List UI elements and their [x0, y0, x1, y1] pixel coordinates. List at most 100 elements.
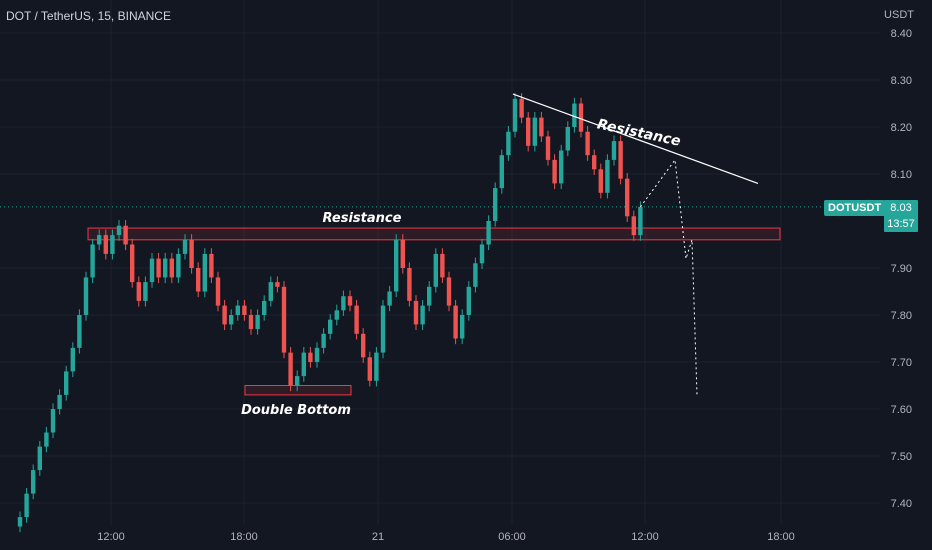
resistance-trendline [512, 93, 759, 184]
candle-body [512, 98, 518, 132]
candle-body [592, 155, 597, 170]
candle-body [479, 244, 485, 264]
candle-body [116, 225, 122, 236]
resistance-flat-label: Resistance [323, 211, 402, 226]
double-bottom-label: Double Bottom [241, 403, 351, 418]
candle-body [103, 235, 108, 254]
x-tick-label: 18:00 [230, 531, 258, 543]
candle-body [638, 206, 643, 236]
candle-body [248, 315, 254, 330]
y-tick-label: 7.50 [891, 451, 912, 463]
candle-body [328, 319, 333, 334]
candle-body [526, 117, 531, 146]
candle-body [90, 244, 95, 278]
candle-body [400, 239, 405, 268]
candle-body [235, 305, 240, 315]
y-tick-label: 8.30 [891, 75, 912, 87]
candle-body [110, 235, 115, 254]
candle-body [440, 253, 445, 278]
candle-body [24, 493, 29, 518]
candle-body [156, 258, 161, 278]
y-tick-label: 7.60 [891, 404, 912, 416]
candle-body [163, 258, 168, 278]
candle-body [532, 117, 537, 146]
candle-body [77, 315, 82, 348]
candle-body [367, 357, 372, 381]
candle-body [611, 141, 617, 160]
currency-label: USDT [884, 9, 914, 21]
y-tick-label: 7.80 [891, 310, 912, 322]
candle-body [354, 305, 359, 334]
candle-body [202, 253, 207, 292]
resistance-trend-label: Resistance [596, 116, 682, 149]
candle-body [565, 127, 570, 151]
drawings [512, 93, 759, 395]
candle-body [268, 282, 273, 301]
x-tick-label: 18:00 [767, 531, 795, 543]
y-tick-label: 7.40 [891, 498, 912, 510]
candle-body [242, 305, 247, 315]
candle-body [394, 239, 399, 292]
candle-body [262, 300, 267, 315]
candle-body [446, 277, 452, 306]
candle-body [295, 376, 300, 386]
candle-body [149, 258, 155, 283]
candles [17, 93, 643, 533]
y-tick-label: 8.10 [891, 169, 912, 181]
y-tick-label: 7.90 [891, 263, 912, 275]
candle-body [229, 315, 234, 325]
candle-body [275, 282, 280, 287]
candle-body [380, 305, 386, 353]
candle-body [169, 258, 174, 278]
candle-body [182, 239, 188, 254]
candle-body [374, 352, 379, 381]
candle-body [70, 347, 75, 372]
candle-body [519, 98, 524, 118]
candle-body [301, 352, 306, 377]
y-axis: 7.40 7.50 7.60 7.70 7.80 7.90 8.10 8.20 8.30 8.40 [891, 28, 912, 510]
candle-body [585, 131, 590, 156]
last-price: 8.03 [890, 202, 912, 214]
candle-body [473, 263, 478, 287]
candle-body [321, 333, 326, 348]
candle-body [466, 286, 471, 315]
bar-countdown: 13:57 [887, 218, 915, 230]
x-tick-label: 12:00 [97, 531, 125, 543]
candle-body [605, 159, 610, 193]
candle-body [420, 305, 425, 325]
candle-body [143, 282, 148, 301]
candle-body [413, 300, 419, 325]
candle-body [552, 159, 557, 184]
x-tick-label: 21 [372, 531, 384, 543]
symbol-badge: DOTUSDT [824, 200, 886, 216]
candle-body [559, 150, 564, 184]
candle-body [123, 225, 128, 245]
x-tick-label: 12:00 [631, 531, 659, 543]
candle-body [17, 517, 23, 527]
candle-body [31, 470, 36, 494]
candle-body [453, 305, 458, 339]
y-tick-label: 8.40 [891, 28, 912, 40]
candle-body [631, 216, 636, 236]
candle-body [255, 315, 260, 330]
candle-body [347, 296, 353, 306]
candle-body [37, 446, 42, 471]
candle-body [222, 305, 227, 325]
candle-body [407, 268, 412, 301]
candle-body [130, 244, 135, 283]
candle-body [136, 282, 141, 301]
candle-body [196, 268, 201, 292]
candle-body [460, 315, 465, 339]
candle-body [334, 310, 339, 320]
candle-body [50, 409, 56, 433]
y-tick-label: 8.20 [891, 122, 912, 134]
projection-path [639, 158, 698, 395]
candle-body [539, 117, 544, 137]
candle-body [176, 253, 181, 278]
candle-body [97, 235, 102, 245]
candle-body [308, 352, 313, 362]
candle-body [387, 291, 392, 306]
candle-body [486, 221, 491, 245]
candle-body [499, 155, 504, 189]
